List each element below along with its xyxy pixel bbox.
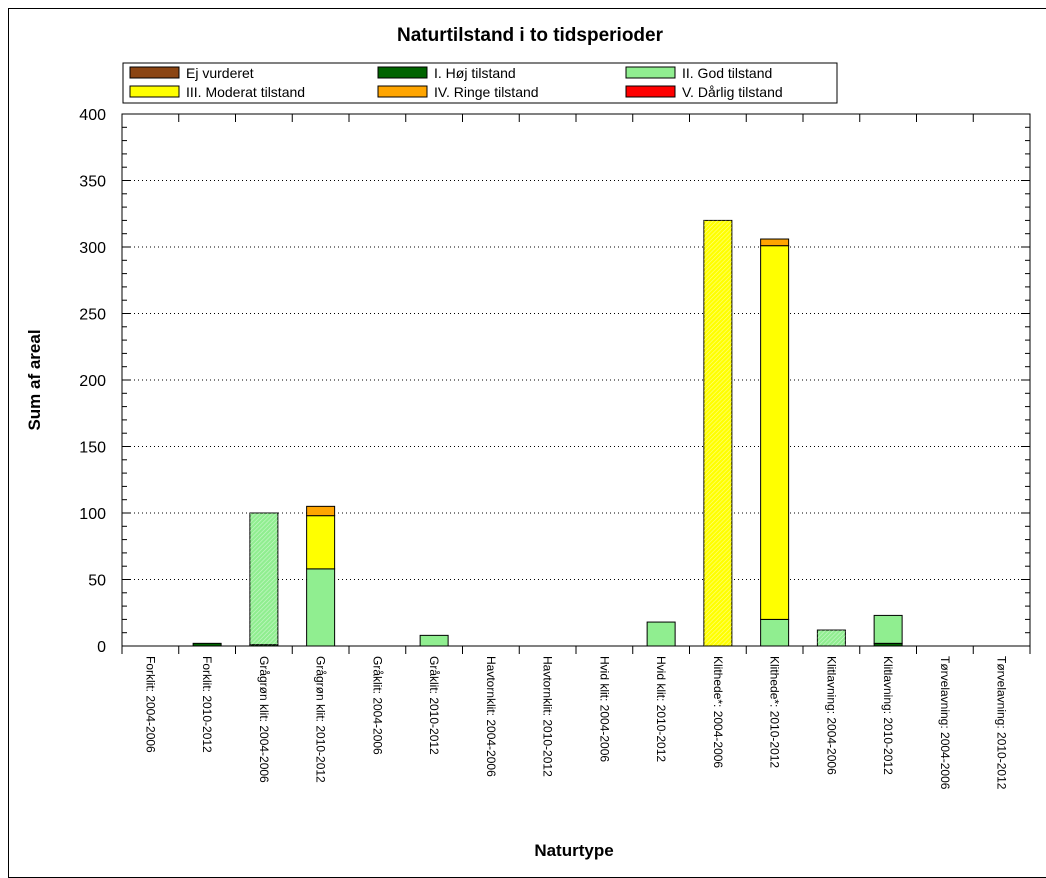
bar-segment (760, 618, 790, 647)
y-tick-labels: 0 50 100 150 200 250 300 350 400 (79, 107, 106, 656)
x-tick-label: Gråklit: 2010-2012 (427, 656, 441, 755)
legend-entry: II. God tilstand (682, 65, 772, 81)
y-tick-label: 200 (79, 373, 106, 390)
x-tick-label: Klithede*: 2010-2012 (768, 656, 782, 768)
y-tick-label: 250 (79, 307, 106, 324)
y-tick-label: 300 (79, 240, 106, 257)
x-tick-label: Klithede*: 2004-2006 (711, 656, 725, 768)
bar-segment (760, 238, 790, 247)
x-tick-label: Hvid klit: 2004-2006 (597, 656, 611, 762)
y-tick-label: 400 (79, 107, 106, 124)
x-tick-label: Tørvelavning: 2004-2006 (938, 656, 952, 790)
chart-title: Naturtilstand i to tidsperioder (397, 25, 664, 46)
y-tick-label: 0 (97, 639, 106, 656)
bar-segment (419, 634, 449, 647)
bar-segment (873, 614, 903, 644)
legend-box (122, 62, 838, 104)
legend-entry: I. Høj tilstand (434, 65, 516, 81)
x-tick-label: Tørvelavning: 2010-2012 (995, 656, 1009, 790)
legend-entry: V. Dårlig tilstand (682, 84, 783, 100)
bar-segment (760, 245, 790, 620)
legend-swatch (625, 66, 676, 79)
bars (192, 219, 903, 647)
x-tick-label: Havtornklit: 2004-2006 (484, 656, 498, 777)
x-tick-label: Forklit: 2004-2006 (143, 656, 157, 753)
legend-entry: IV. Ringe tilstand (434, 84, 539, 100)
x-axis-title: Naturtype (534, 841, 613, 860)
legend-entry: Ej vurderet (186, 65, 254, 81)
legend-swatch (129, 66, 180, 79)
y-tick-label: 50 (88, 573, 106, 590)
bar-segment (306, 505, 336, 517)
y-tick-label: 150 (79, 440, 106, 457)
x-tick-label: Gråklit: 2004-2006 (370, 656, 384, 755)
legend-entry: III. Moderat tilstand (186, 84, 305, 100)
bar-hatch (249, 644, 278, 646)
x-tick-label: Grågrøn klit: 2010-2012 (314, 656, 328, 783)
legend-swatch (377, 66, 428, 79)
bar-segment (646, 621, 676, 647)
x-tick-label: Havtornklit: 2010-2012 (541, 656, 555, 777)
x-tick-label: Klitlavning: 2004-2006 (824, 656, 838, 775)
bar-hatch (817, 630, 846, 646)
legend: Ej vurderet I. Høj tilstand II. God tilsta… (122, 62, 838, 104)
bar-segment (306, 568, 336, 647)
axes (121, 113, 1031, 654)
x-tick-label: Hvid klit: 2010-2012 (654, 656, 668, 762)
legend-swatch (129, 85, 180, 98)
y-tick-label: 350 (79, 174, 106, 191)
x-tick-label: Klitlavning: 2010-2012 (881, 656, 895, 775)
x-tick-label: Forklit: 2010-2012 (200, 656, 214, 753)
y-axis-title: Sum af areal (25, 329, 44, 430)
y-tick-label: 100 (79, 506, 106, 523)
bar-hatch (703, 220, 732, 646)
gridlines (122, 180, 1030, 580)
bar-segment (306, 515, 336, 570)
bar-hatch (249, 513, 278, 645)
legend-swatch (377, 85, 428, 98)
x-tick-labels: Forklit: 2004-2006 Forklit: 2010-2012 Gråg… (143, 656, 1008, 790)
x-tick-label: Grågrøn klit: 2004-2006 (257, 656, 271, 783)
legend-swatch (625, 85, 676, 98)
